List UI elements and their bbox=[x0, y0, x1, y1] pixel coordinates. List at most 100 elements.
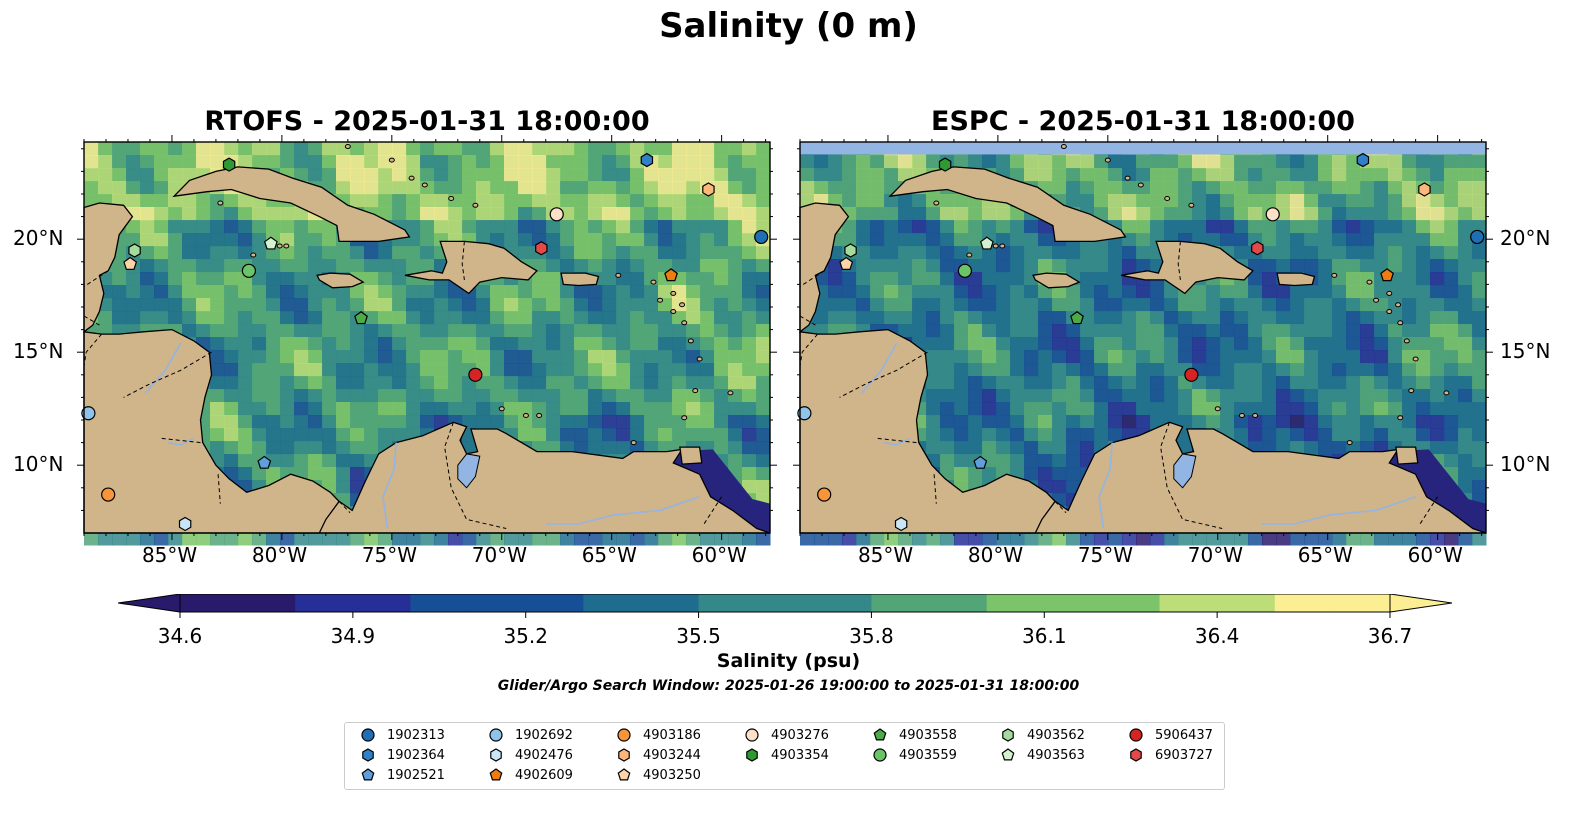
salinity-cell bbox=[1234, 428, 1249, 442]
salinity-cell bbox=[1108, 168, 1123, 182]
salinity-cell bbox=[98, 168, 113, 182]
salinity-cell bbox=[884, 272, 899, 286]
salinity-cell bbox=[1332, 311, 1347, 325]
salinity-cell bbox=[842, 168, 857, 182]
salinity-cell bbox=[968, 428, 983, 442]
salinity-cell bbox=[112, 155, 127, 169]
salinity-cell bbox=[1220, 350, 1235, 364]
salinity-cell bbox=[1290, 181, 1305, 195]
salinity-cell bbox=[518, 194, 533, 208]
salinity-cell bbox=[434, 194, 449, 208]
salinity-cell bbox=[364, 285, 379, 299]
salinity-cell bbox=[870, 285, 885, 299]
salinity-cell bbox=[968, 285, 983, 299]
salinity-cell bbox=[1360, 311, 1375, 325]
salinity-cell bbox=[588, 285, 603, 299]
salinity-cell bbox=[912, 207, 927, 221]
salinity-cell bbox=[954, 350, 969, 364]
salinity-cell bbox=[742, 454, 757, 468]
salinity-cell bbox=[996, 402, 1011, 416]
legend-marker-icon bbox=[1130, 748, 1142, 762]
salinity-cell bbox=[1136, 402, 1151, 416]
salinity-cell bbox=[588, 142, 603, 156]
salinity-cell bbox=[210, 220, 225, 234]
salinity-cell bbox=[1430, 272, 1445, 286]
salinity-cell bbox=[658, 324, 673, 338]
salinity-cell bbox=[126, 285, 141, 299]
salinity-cell bbox=[1066, 246, 1081, 260]
salinity-cell bbox=[602, 285, 617, 299]
country-border bbox=[83, 315, 100, 326]
salinity-cell bbox=[1052, 324, 1067, 338]
salinity-cell bbox=[238, 285, 253, 299]
salinity-cell bbox=[996, 298, 1011, 312]
legend-label: 5906437 bbox=[1155, 727, 1213, 743]
salinity-cell bbox=[686, 324, 701, 338]
salinity-cell bbox=[434, 415, 449, 429]
salinity-cell bbox=[322, 155, 337, 169]
salinity-cell bbox=[1276, 350, 1291, 364]
salinity-cell bbox=[1192, 220, 1207, 234]
salinity-cell bbox=[1066, 155, 1081, 169]
salinity-cell bbox=[420, 246, 435, 260]
salinity-cell bbox=[1206, 285, 1221, 299]
observation-marker-1902521 bbox=[973, 455, 988, 469]
legend-item: 1902313 bbox=[359, 725, 445, 745]
salinity-cell bbox=[1164, 285, 1179, 299]
salinity-cell bbox=[1458, 428, 1473, 442]
salinity-cell bbox=[672, 155, 687, 169]
colorbar-bin bbox=[295, 594, 354, 612]
salinity-cell bbox=[1304, 415, 1319, 429]
salinity-cell bbox=[1164, 389, 1179, 403]
salinity-cell bbox=[266, 220, 281, 234]
salinity-cell bbox=[476, 402, 491, 416]
salinity-cell bbox=[1416, 402, 1431, 416]
salinity-cell bbox=[574, 233, 589, 247]
salinity-cell bbox=[364, 376, 379, 390]
salinity-cell bbox=[420, 337, 435, 351]
salinity-cell bbox=[1164, 363, 1179, 377]
legend-label: 4902609 bbox=[515, 767, 573, 783]
salinity-cell bbox=[154, 285, 169, 299]
trinidad-land bbox=[1395, 446, 1419, 465]
salinity-cell bbox=[1178, 337, 1193, 351]
salinity-cell bbox=[1122, 324, 1137, 338]
salinity-cell bbox=[926, 350, 941, 364]
salinity-cell bbox=[1318, 233, 1333, 247]
salinity-cell bbox=[98, 142, 113, 156]
salinity-cell bbox=[686, 298, 701, 312]
observation-marker-4903563 bbox=[264, 236, 278, 250]
salinity-cell bbox=[602, 428, 617, 442]
salinity-cell bbox=[518, 311, 533, 325]
salinity-cell bbox=[1402, 363, 1417, 377]
salinity-cell bbox=[294, 454, 309, 468]
colorbar-extend-low bbox=[118, 594, 181, 613]
salinity-cell bbox=[238, 415, 253, 429]
salinity-cell bbox=[714, 337, 729, 351]
salinity-cell bbox=[546, 272, 561, 286]
observation-marker-4903250 bbox=[839, 256, 854, 270]
salinity-cell bbox=[224, 454, 239, 468]
lat-label: 20°N bbox=[13, 226, 64, 251]
salinity-cell bbox=[828, 259, 843, 273]
legend-marker-icon bbox=[1002, 728, 1014, 742]
salinity-cell bbox=[1458, 532, 1473, 546]
salinity-cell bbox=[954, 311, 969, 325]
salinity-cell bbox=[560, 233, 575, 247]
small-island bbox=[1386, 309, 1393, 315]
salinity-cell bbox=[406, 220, 421, 234]
salinity-cell bbox=[954, 428, 969, 442]
salinity-cell bbox=[1318, 259, 1333, 273]
salinity-cell bbox=[434, 389, 449, 403]
salinity-cell bbox=[154, 272, 169, 286]
salinity-cell bbox=[224, 233, 239, 247]
salinity-cell bbox=[1122, 298, 1137, 312]
small-island bbox=[1346, 440, 1353, 446]
salinity-cell bbox=[940, 285, 955, 299]
salinity-cell bbox=[644, 142, 659, 156]
salinity-cell bbox=[814, 311, 829, 325]
southAmerica-land bbox=[996, 421, 1487, 534]
salinity-cell bbox=[1206, 532, 1221, 546]
salinity-cell bbox=[532, 415, 547, 429]
salinity-cell bbox=[1276, 246, 1291, 260]
